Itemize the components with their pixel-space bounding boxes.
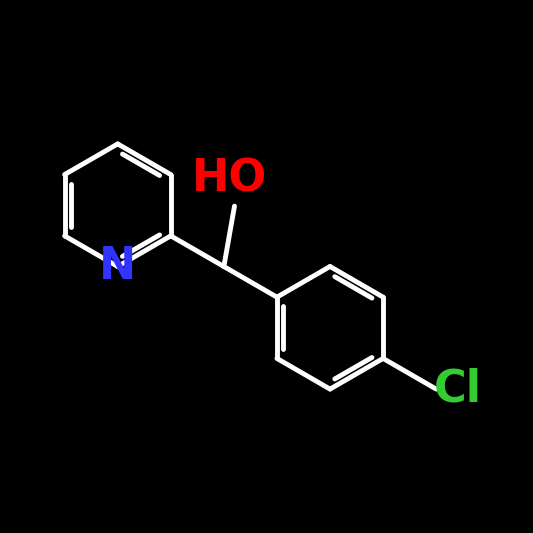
- Text: N: N: [99, 245, 136, 288]
- Text: Cl: Cl: [433, 368, 481, 410]
- Text: HO: HO: [191, 158, 267, 201]
